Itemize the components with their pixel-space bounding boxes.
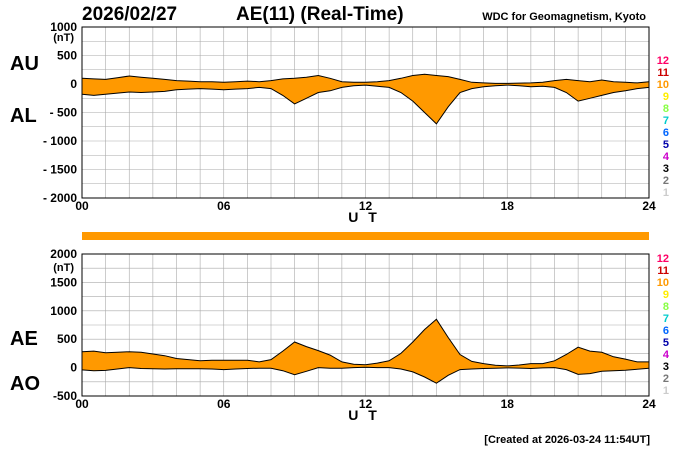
au-al-y-tick-label: 1000 (50, 20, 77, 34)
au-al-x-tick-label: 18 (501, 199, 515, 213)
station-number-2: 2 (663, 175, 669, 187)
au-al-x-tick-label: 06 (217, 199, 231, 213)
station-number-1: 1 (663, 385, 669, 397)
ae-ao-plot-frame (81, 253, 650, 397)
ae-ao-unit-label: (nT) (53, 262, 74, 274)
ae-ao-y-tick-label: 1000 (50, 304, 77, 318)
ae-ao-filled-band (82, 319, 649, 384)
station-number-3: 3 (663, 361, 669, 373)
au-al-area (81, 73, 650, 125)
au-al-x-tick-label: 00 (75, 199, 89, 213)
station-number-1: 1 (663, 187, 669, 199)
au-label: AU (10, 53, 39, 75)
au-al-x-tick-label: 24 (642, 199, 656, 213)
station-number-6: 6 (663, 127, 669, 139)
ae-ao-x-ticks: 00 06 12 18 24 (75, 397, 656, 411)
station-number-5: 5 (663, 337, 669, 349)
station-number-9: 9 (663, 91, 669, 103)
au-al-panel: 1000 500 0 - 500 - 1000 - 1500 - 2000 00 06 12 18… (10, 20, 656, 225)
au-al-filled-band (82, 74, 649, 124)
ae-ao-y-tick-label: 0 (70, 361, 77, 375)
al-series-line (81, 84, 650, 125)
au-al-y-tick-label: - 500 (50, 106, 78, 120)
station-number-10: 10 (657, 79, 669, 91)
station-number-6: 6 (663, 325, 669, 337)
station-number-11: 11 (657, 265, 669, 277)
al-label: AL (10, 105, 37, 127)
station-number-8: 8 (663, 103, 669, 115)
ae-ao-y-tick-label: -500 (53, 389, 77, 403)
ae-ao-x-axis-label: U T (348, 407, 380, 423)
station-number-12: 12 (657, 253, 669, 265)
ae-ao-gridlines (82, 254, 649, 396)
station-number-7: 7 (663, 115, 669, 127)
ae-ao-x-tick-label: 18 (501, 397, 515, 411)
station-number-10: 10 (657, 277, 669, 289)
ae-ao-x-tick-label: 00 (75, 397, 89, 411)
ao-label: AO (10, 373, 40, 395)
ae-label: AE (10, 328, 38, 350)
station-number-8: 8 (663, 301, 669, 313)
station-number-4: 4 (663, 349, 670, 361)
station-number-2: 2 (663, 373, 669, 385)
au-series-line (81, 73, 650, 84)
au-al-frame (81, 26, 650, 199)
ae-series-line (81, 318, 649, 367)
au-al-y-tick-label: 0 (70, 77, 77, 91)
station-number-5: 5 (663, 139, 669, 151)
ae-ao-x-tick-label: 06 (217, 397, 231, 411)
au-al-plot-frame (81, 26, 650, 199)
au-al-gridlines (82, 27, 649, 198)
station-number-7: 7 (663, 313, 669, 325)
organization-label: WDC for Geomagnetism, Kyoto (482, 11, 646, 23)
station-number-9: 9 (663, 289, 669, 301)
ae-ao-y-ticks: 2000 1500 1000 500 0 -500 (50, 247, 77, 403)
au-al-y-tick-label: - 2000 (43, 191, 77, 205)
created-timestamp: [Created at 2026-03-24 11:54UT] (484, 434, 650, 446)
au-al-x-axis-label: U T (348, 209, 380, 225)
station-number-3: 3 (663, 163, 669, 175)
au-al-x-ticks: 00 06 12 18 24 (75, 199, 656, 213)
status-bar (82, 232, 649, 240)
ae-ao-y-tick-label: 1500 (50, 275, 77, 289)
chart-title: AE(11) (Real-Time) (236, 4, 404, 25)
au-al-y-tick-label: 500 (57, 49, 77, 63)
station-number-4: 4 (663, 151, 670, 163)
station-number-12: 12 (657, 55, 669, 67)
au-al-x-tick-label: 12 (359, 199, 373, 213)
ae-ao-y-tick-label: 500 (57, 332, 77, 346)
au-al-y-ticks: 1000 500 0 - 500 - 1000 - 1500 - 2000 (43, 20, 77, 205)
date-label: 2026/02/27 (82, 4, 177, 25)
au-al-y-tick-label: - 1000 (43, 134, 77, 148)
ae-ao-y-tick-label: 2000 (50, 247, 77, 261)
ae-ao-x-tick-label: 12 (359, 397, 373, 411)
au-al-unit-label: (nT) (53, 32, 74, 44)
ae-ao-area (81, 318, 650, 384)
ae-ao-x-tick-label: 24 (642, 397, 656, 411)
ao-series-line (81, 366, 650, 384)
ae-ao-frame (81, 253, 650, 397)
station-number-11: 11 (657, 67, 669, 79)
au-al-y-tick-label: - 1500 (43, 163, 77, 177)
